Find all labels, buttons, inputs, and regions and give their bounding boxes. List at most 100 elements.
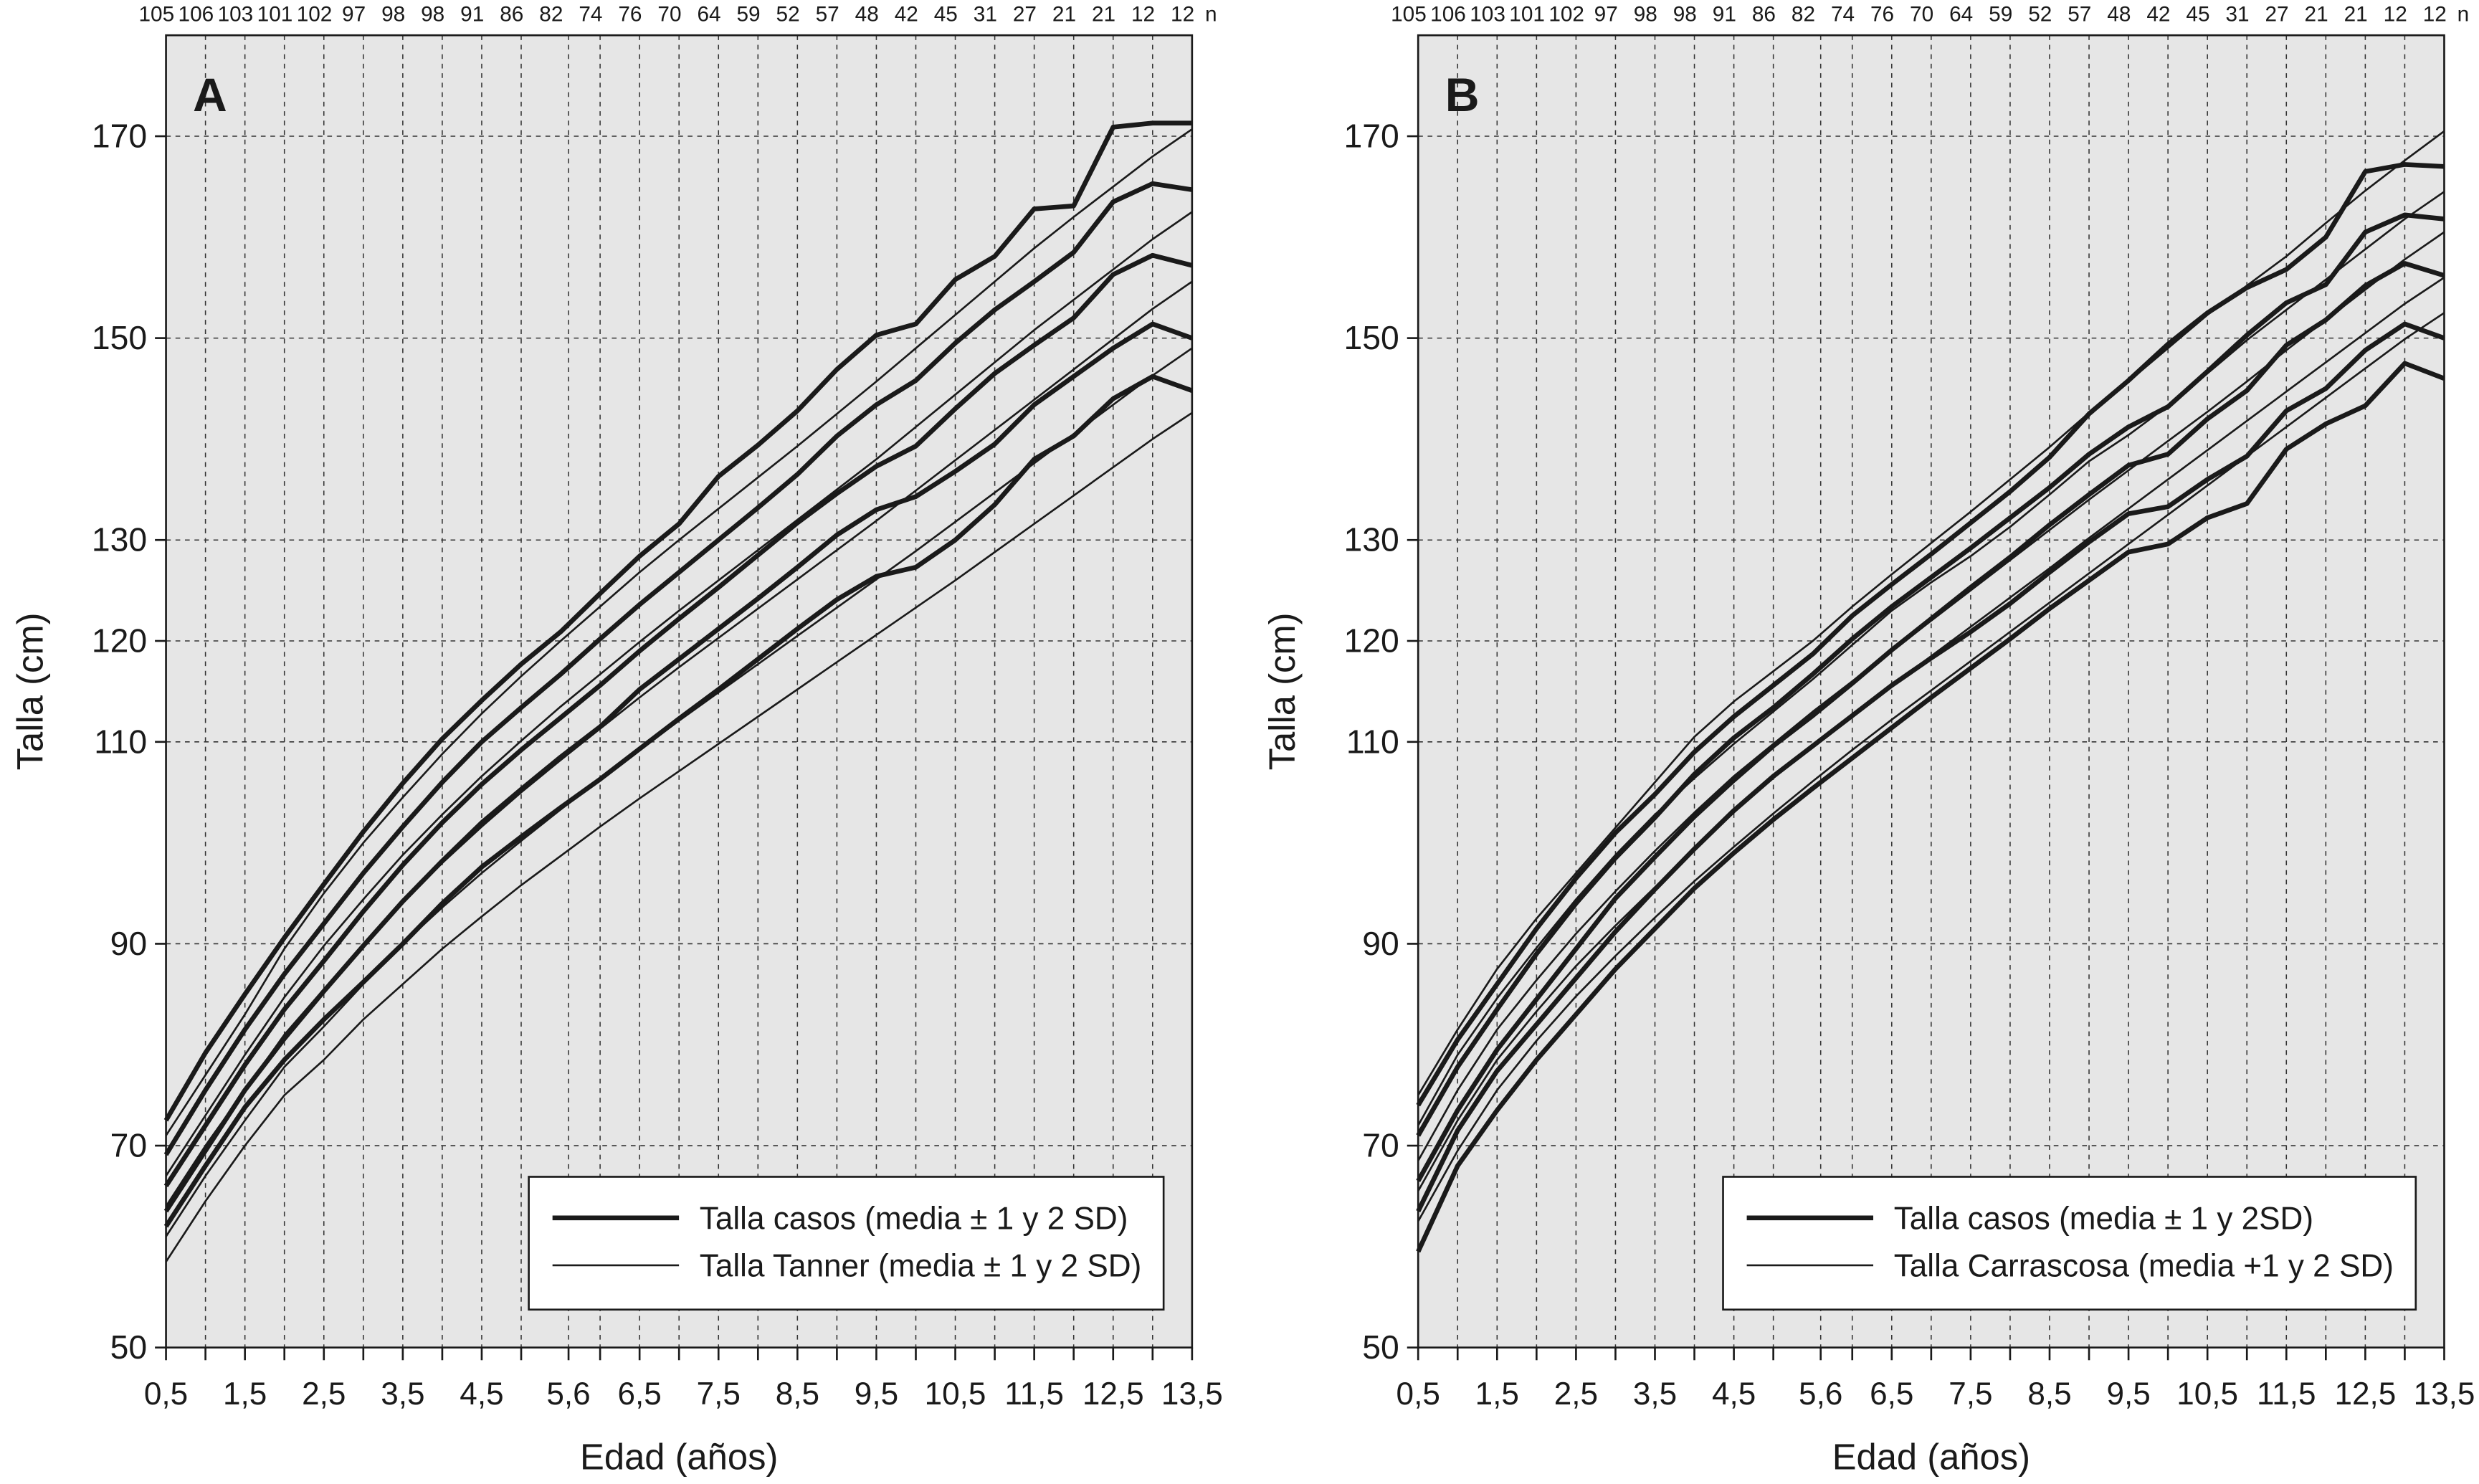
sample-count: 52 bbox=[776, 2, 800, 26]
x-tick-label: 1,5 bbox=[223, 1376, 267, 1412]
sample-count: 98 bbox=[1634, 2, 1657, 26]
y-tick-label: 120 bbox=[92, 622, 147, 659]
data-line bbox=[1416, 162, 2445, 1107]
y-tick-label: 150 bbox=[92, 319, 147, 356]
sample-count: 74 bbox=[1831, 2, 1855, 26]
y-tick-label: 110 bbox=[1346, 723, 1399, 760]
x-tick-label: 9,5 bbox=[2106, 1376, 2150, 1412]
sample-count: 86 bbox=[500, 2, 523, 26]
data-line bbox=[163, 252, 1193, 1188]
sample-count: 103 bbox=[1470, 2, 1505, 26]
data-line bbox=[165, 412, 1193, 1262]
y-tick-label: 50 bbox=[110, 1328, 148, 1366]
data-line bbox=[163, 321, 1193, 1213]
sample-count: 82 bbox=[1792, 2, 1815, 26]
sample-count: 48 bbox=[855, 2, 879, 26]
x-tick-label: 8,5 bbox=[776, 1376, 819, 1412]
x-axis-title: Edad (años) bbox=[580, 1436, 778, 1477]
legend-label: Talla Tanner (media ± 1 y 2 SD) bbox=[700, 1248, 1141, 1283]
sample-count: 74 bbox=[579, 2, 602, 26]
sample-count: 57 bbox=[2068, 2, 2091, 26]
sample-count: 12 bbox=[1171, 2, 1194, 26]
x-tick-label: 5,6 bbox=[1799, 1376, 1842, 1412]
sample-count: 27 bbox=[2265, 2, 2288, 26]
data-line bbox=[1417, 191, 2445, 1126]
sample-count: 98 bbox=[1673, 2, 1697, 26]
x-tick-label: 10,5 bbox=[925, 1376, 986, 1412]
panel-label: B bbox=[1445, 69, 1480, 122]
sample-count-label: n bbox=[1205, 2, 1217, 26]
sample-count: 64 bbox=[697, 2, 720, 26]
data-line bbox=[165, 347, 1193, 1237]
x-tick-label: 8,5 bbox=[2027, 1376, 2071, 1412]
x-tick-label: 11,5 bbox=[1004, 1376, 1064, 1412]
data-line bbox=[165, 211, 1193, 1177]
sample-count: 106 bbox=[179, 2, 214, 26]
y-axis-title: Talla (cm) bbox=[10, 613, 51, 771]
x-tick-label: 12,5 bbox=[2334, 1376, 2396, 1412]
x-tick-label: 5,6 bbox=[546, 1376, 590, 1412]
sample-count: 91 bbox=[1713, 2, 1736, 26]
x-tick-label: 6,5 bbox=[618, 1376, 662, 1412]
sample-count: 59 bbox=[737, 2, 761, 26]
sample-count: 103 bbox=[218, 2, 254, 26]
data-line bbox=[163, 120, 1192, 1122]
sample-count: 42 bbox=[2146, 2, 2170, 26]
sample-count: 101 bbox=[1509, 2, 1545, 26]
y-tick-label: 130 bbox=[92, 521, 147, 558]
legend-box bbox=[528, 1176, 1165, 1311]
sample-count: 31 bbox=[974, 2, 997, 26]
y-tick-label: 90 bbox=[1362, 925, 1399, 962]
sample-count: 97 bbox=[342, 2, 366, 26]
legend-label: Talla casos (media ± 1 y 2SD) bbox=[1894, 1201, 2313, 1236]
legend: Talla casos (media ± 1 y 2SD) Talla Carra… bbox=[1722, 1176, 2417, 1311]
sample-count: 102 bbox=[297, 2, 333, 26]
sample-count: 86 bbox=[1752, 2, 1776, 26]
sample-count: 42 bbox=[895, 2, 918, 26]
x-tick-label: 6,5 bbox=[1870, 1376, 1913, 1412]
x-tick-label: 10,5 bbox=[2176, 1376, 2238, 1412]
x-axis-title: Edad (años) bbox=[1832, 1436, 2030, 1477]
y-tick-label: 170 bbox=[1343, 117, 1399, 154]
x-tick-label: 3,5 bbox=[381, 1376, 424, 1412]
x-tick-label: 4,5 bbox=[460, 1376, 503, 1412]
sample-count: 21 bbox=[1052, 2, 1076, 26]
sample-count: 105 bbox=[138, 2, 174, 26]
y-tick-label: 130 bbox=[1343, 521, 1399, 558]
y-tick-label: 50 bbox=[1362, 1328, 1399, 1366]
y-tick-label: 120 bbox=[1343, 622, 1399, 659]
sample-count: 91 bbox=[460, 2, 484, 26]
legend-label: Talla Carrascosa (media +1 y 2 SD) bbox=[1894, 1248, 2394, 1283]
x-tick-label: 3,5 bbox=[1633, 1376, 1677, 1412]
x-tick-label: 2,5 bbox=[302, 1376, 346, 1412]
sample-count: 105 bbox=[1391, 2, 1427, 26]
legend-box bbox=[1722, 1176, 2417, 1311]
sample-count: 21 bbox=[2305, 2, 2328, 26]
data-line bbox=[1417, 130, 2445, 1096]
sample-count: 12 bbox=[2384, 2, 2407, 26]
sample-count: 59 bbox=[1989, 2, 2012, 26]
y-tick-label: 70 bbox=[110, 1126, 148, 1164]
sample-count: 64 bbox=[1949, 2, 1973, 26]
sample-count: 82 bbox=[539, 2, 563, 26]
sample-count: 106 bbox=[1430, 2, 1466, 26]
data-line bbox=[1416, 361, 2445, 1253]
y-axis-title: Talla (cm) bbox=[1262, 613, 1303, 771]
sample-count: 101 bbox=[257, 2, 293, 26]
x-tick-label: 0,5 bbox=[144, 1376, 188, 1412]
legend: Talla casos (media ± 1 y 2 SD) Talla Tann… bbox=[528, 1176, 1165, 1311]
sample-count: 97 bbox=[1594, 2, 1618, 26]
y-tick-label: 150 bbox=[1343, 319, 1399, 356]
x-tick-label: 13,5 bbox=[1161, 1376, 1223, 1412]
sample-count: 98 bbox=[421, 2, 444, 26]
sample-count: 48 bbox=[2107, 2, 2131, 26]
x-tick-label: 7,5 bbox=[1949, 1376, 1992, 1412]
sample-count: 21 bbox=[1092, 2, 1115, 26]
x-tick-label: 1,5 bbox=[1475, 1376, 1519, 1412]
data-line bbox=[163, 374, 1193, 1228]
y-tick-label: 90 bbox=[110, 925, 148, 962]
x-tick-label: 7,5 bbox=[697, 1376, 741, 1412]
panel-label: A bbox=[193, 69, 227, 122]
sample-count: 102 bbox=[1548, 2, 1584, 26]
legend-label: Talla casos (media ± 1 y 2 SD) bbox=[700, 1201, 1128, 1236]
